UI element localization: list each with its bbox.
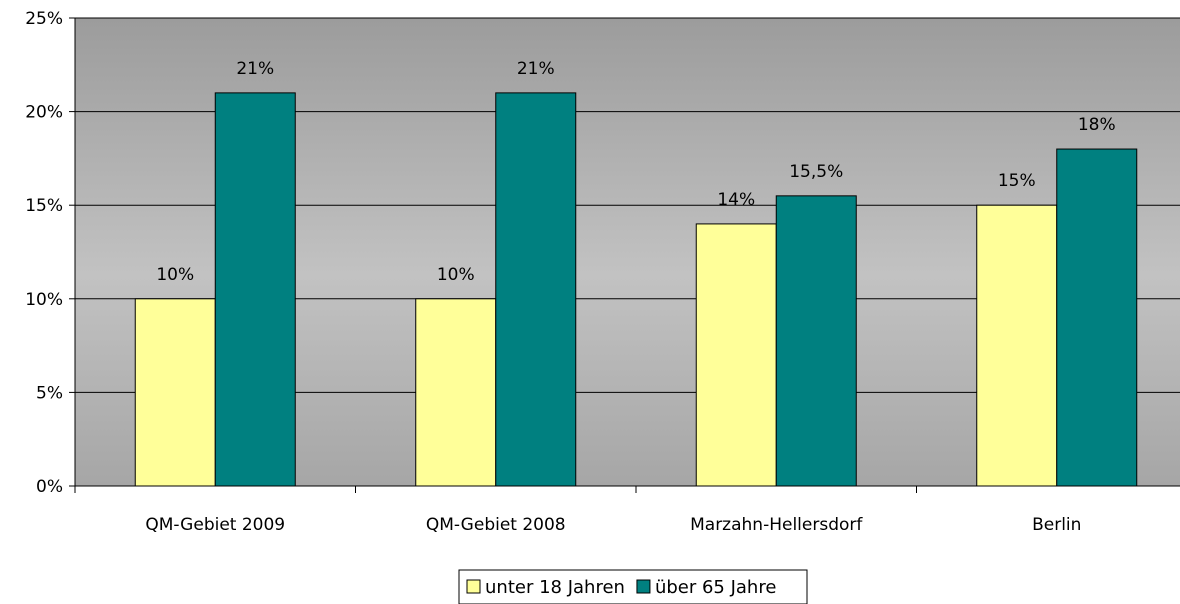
data-label: 21%: [517, 59, 555, 79]
legend-swatch: [636, 579, 651, 594]
data-label: 15%: [998, 171, 1036, 191]
bars: [134, 92, 1138, 487]
labels: 0% 5% 10% 15% 20% 25% QM-Gebiet 2009 10% 21% QM-G…: [25, 9, 1115, 535]
bar: [134, 298, 216, 487]
bar: [775, 195, 857, 487]
category-label: QM-Gebiet 2008: [426, 515, 566, 535]
bar: [695, 223, 777, 487]
axes: [69, 17, 1180, 493]
legend: unter 18 Jahren über 65 Jahre: [458, 569, 808, 604]
bar: [495, 92, 577, 487]
bar: [976, 204, 1058, 487]
data-label: 15,5%: [789, 162, 843, 182]
y-tick-label: 10%: [25, 290, 63, 310]
legend-swatch: [466, 579, 481, 594]
legend-box: [458, 569, 808, 604]
data-label: 18%: [1078, 115, 1116, 135]
category-label: Marzahn-Hellersdorf: [690, 515, 863, 535]
category-label: QM-Gebiet 2009: [145, 515, 285, 535]
y-tick-label: 20%: [25, 103, 63, 123]
bar: [1056, 148, 1138, 487]
y-tick-label: 5%: [36, 383, 63, 403]
data-label: 21%: [236, 59, 274, 79]
y-tick-label: 0%: [36, 477, 63, 497]
data-label: 14%: [717, 190, 755, 210]
data-label: 10%: [437, 265, 475, 285]
bar: [214, 92, 296, 487]
legend-label: über 65 Jahre: [655, 577, 776, 598]
category-label: Berlin: [1032, 515, 1081, 535]
y-tick-label: 25%: [25, 9, 63, 29]
legend-label: unter 18 Jahren: [485, 577, 625, 598]
data-label: 10%: [156, 265, 194, 285]
y-tick-label: 15%: [25, 196, 63, 216]
bar: [415, 298, 497, 487]
